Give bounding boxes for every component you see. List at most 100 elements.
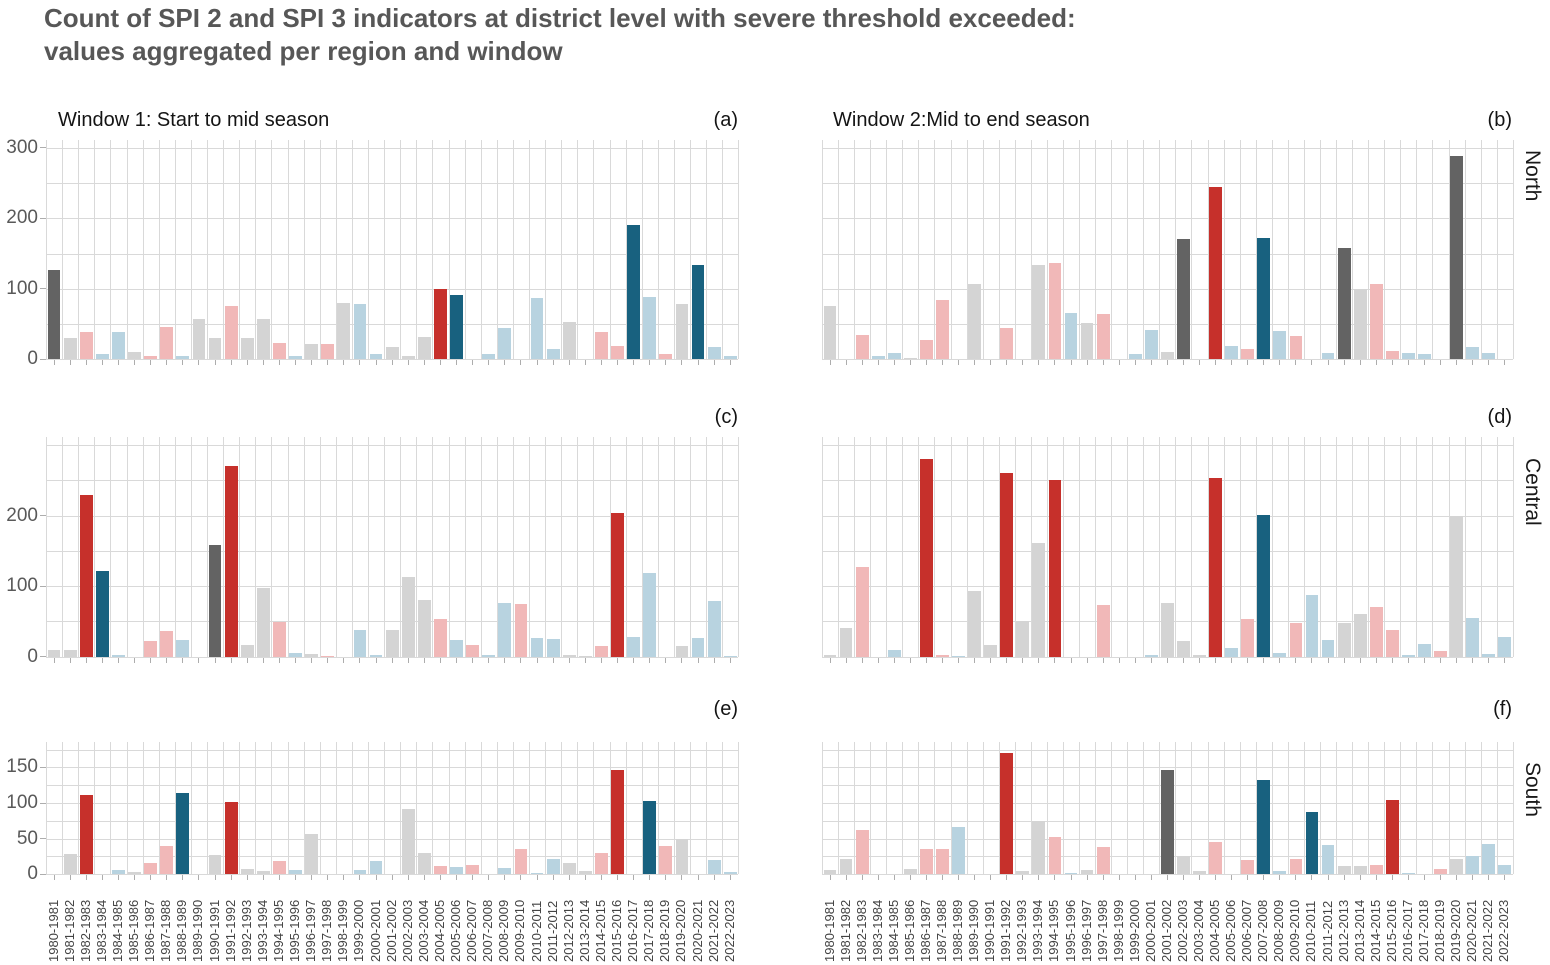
gridline-v bbox=[1223, 741, 1225, 875]
gridline-h bbox=[46, 324, 739, 326]
bar bbox=[498, 867, 512, 875]
gridline-v bbox=[1127, 741, 1129, 875]
bar bbox=[1385, 629, 1399, 657]
x-tick bbox=[877, 360, 879, 366]
x-tick bbox=[295, 875, 297, 881]
bar bbox=[1401, 872, 1415, 875]
x-tick bbox=[1150, 360, 1152, 366]
gridline-v bbox=[1368, 437, 1370, 657]
gridline-v bbox=[706, 139, 708, 360]
bar bbox=[1273, 331, 1287, 360]
gridline-v bbox=[335, 437, 337, 657]
x-axis-label: 2012-2013 bbox=[560, 900, 576, 963]
gridline-v bbox=[110, 139, 112, 360]
x-tick bbox=[359, 360, 361, 366]
bar bbox=[855, 830, 869, 875]
gridline-v bbox=[1191, 437, 1193, 657]
gridline-v bbox=[690, 139, 691, 360]
gridline-v bbox=[110, 741, 112, 875]
x-axis-label: 1982-1983 bbox=[77, 900, 93, 963]
gridline-v bbox=[126, 437, 128, 657]
bar bbox=[498, 603, 512, 657]
gridline-v bbox=[934, 741, 936, 875]
gridline-v bbox=[1239, 139, 1241, 360]
gridline-v bbox=[1320, 437, 1321, 657]
y-axis-label: 100 bbox=[6, 792, 38, 813]
y-axis-label: 0 bbox=[27, 645, 38, 667]
x-tick bbox=[1423, 657, 1425, 663]
bar bbox=[707, 600, 721, 657]
bar bbox=[1321, 352, 1335, 360]
x-axis-label: 2005-2006 bbox=[448, 900, 464, 963]
x-tick bbox=[1215, 360, 1217, 366]
gridline-v bbox=[998, 139, 1000, 360]
gridline-v bbox=[529, 139, 530, 360]
x-tick bbox=[1215, 657, 1217, 663]
bar bbox=[1353, 288, 1367, 360]
x-axis-label: 1987-1988 bbox=[158, 900, 174, 963]
bar bbox=[823, 654, 837, 657]
bar bbox=[1209, 841, 1222, 875]
gridline-v bbox=[1207, 741, 1209, 875]
x-axis-label: 2006-2007 bbox=[1239, 900, 1255, 963]
x-axis-label: 1997-1998 bbox=[1094, 900, 1110, 963]
bar bbox=[1209, 478, 1222, 657]
x-tick bbox=[909, 875, 911, 881]
gridline-h bbox=[46, 856, 739, 858]
x-tick bbox=[1247, 360, 1249, 366]
x-axis-label: 2022-2023 bbox=[721, 900, 737, 963]
gridline-v bbox=[966, 741, 968, 875]
bar bbox=[839, 858, 853, 875]
gridline-v bbox=[94, 437, 96, 657]
x-tick bbox=[407, 875, 409, 881]
bar bbox=[321, 344, 335, 360]
gridline-v bbox=[351, 139, 353, 360]
bar bbox=[498, 327, 512, 360]
gridline-v bbox=[174, 741, 176, 875]
gridline-v bbox=[239, 437, 241, 657]
gridline-h bbox=[46, 182, 739, 184]
bar bbox=[1353, 866, 1367, 875]
bar bbox=[434, 619, 447, 657]
gridline-v bbox=[641, 741, 643, 875]
bar bbox=[417, 852, 431, 875]
gridline-v bbox=[886, 741, 888, 875]
bar bbox=[546, 859, 560, 875]
bar bbox=[1385, 350, 1399, 360]
bar bbox=[289, 355, 302, 360]
x-axis-label: 2015-2016 bbox=[609, 900, 625, 963]
gridline-v bbox=[690, 741, 691, 875]
x-tick bbox=[488, 875, 490, 881]
x-tick bbox=[861, 875, 863, 881]
x-axis-label: 2003-2004 bbox=[1191, 900, 1207, 963]
x-axis-label: 1984-1985 bbox=[885, 900, 901, 963]
x-axis-label: 2016-2017 bbox=[1399, 900, 1415, 963]
gridline-v bbox=[706, 741, 708, 875]
gridline-v bbox=[1014, 139, 1016, 360]
bar bbox=[1482, 352, 1496, 360]
x-tick bbox=[246, 657, 248, 663]
x-tick bbox=[1359, 875, 1361, 881]
gridline-v bbox=[706, 437, 708, 657]
bar bbox=[305, 834, 319, 875]
bar bbox=[160, 845, 174, 875]
bar bbox=[627, 636, 641, 657]
y-tick bbox=[40, 873, 46, 875]
x-axis-label: 1992-1993 bbox=[1014, 900, 1030, 963]
gridline-v bbox=[1464, 437, 1466, 657]
gridline-v bbox=[190, 437, 192, 657]
gridline-v bbox=[1384, 139, 1386, 360]
gridline-v bbox=[126, 741, 128, 875]
x-tick bbox=[1343, 875, 1345, 881]
bar bbox=[1418, 353, 1431, 360]
bar bbox=[240, 338, 254, 360]
y-tick bbox=[40, 217, 46, 219]
gridline-v bbox=[158, 437, 160, 657]
gridline-v bbox=[902, 139, 904, 360]
gridline-v bbox=[190, 741, 192, 875]
gridline-v bbox=[1448, 139, 1450, 360]
gridline-v bbox=[190, 139, 192, 360]
gridline-v bbox=[1175, 741, 1177, 875]
gridline-v bbox=[62, 139, 64, 360]
gridline-v bbox=[1030, 139, 1032, 360]
